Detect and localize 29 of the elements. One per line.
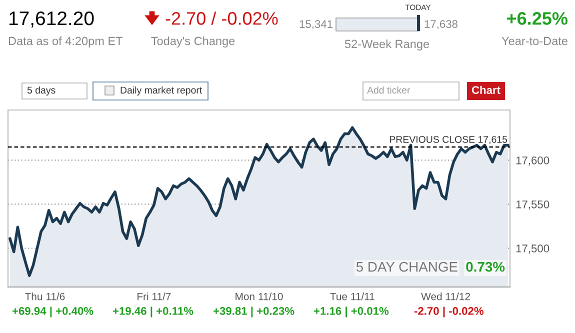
ref-line-label: PREVIOUS CLOSE 17,615 [390,136,508,144]
text: +69.94 | +0.40% [12,306,94,318]
annotation: 5 DAY CHANGE [356,262,458,272]
text: 5 days [27,86,56,96]
text: +39.81 | +0.23% [213,306,294,318]
y-tick-label: 17,500 [516,244,550,254]
text: +19.46 | +0.11% [112,306,194,318]
text: -2.70 / -0.02% [166,12,278,25]
text: 52-Week Range [344,40,430,50]
text: +1.16 | +0.01% [314,306,389,318]
y-tick-label: 17,550 [516,200,550,210]
text: Chart [472,86,500,94]
text: -2.70 | -0.02% [414,306,484,318]
x-tick-label: Tue 11/11 [330,292,374,300]
text: Today's Change [151,36,235,48]
annotation: 0.73% [466,262,505,272]
text: Data as of 4:20pm ET [8,36,123,48]
text: 17,638 [424,20,458,30]
x-tick-label: Thu 11/6 [25,292,65,300]
text: 15,341 [300,20,332,30]
x-tick-label: Wed 11/12 [421,292,470,300]
chart-title: 17,612.20 [9,11,94,28]
y-tick-label: 17,600 [516,156,550,166]
text: Daily market report [120,86,202,96]
x-tick-label: Mon 11/10 [236,292,283,300]
text: +6.25% [507,12,568,25]
text: Year-to-Date [502,36,568,46]
x-tick-label: Fri 11/7 [138,292,171,300]
text: Add ticker [367,86,410,94]
